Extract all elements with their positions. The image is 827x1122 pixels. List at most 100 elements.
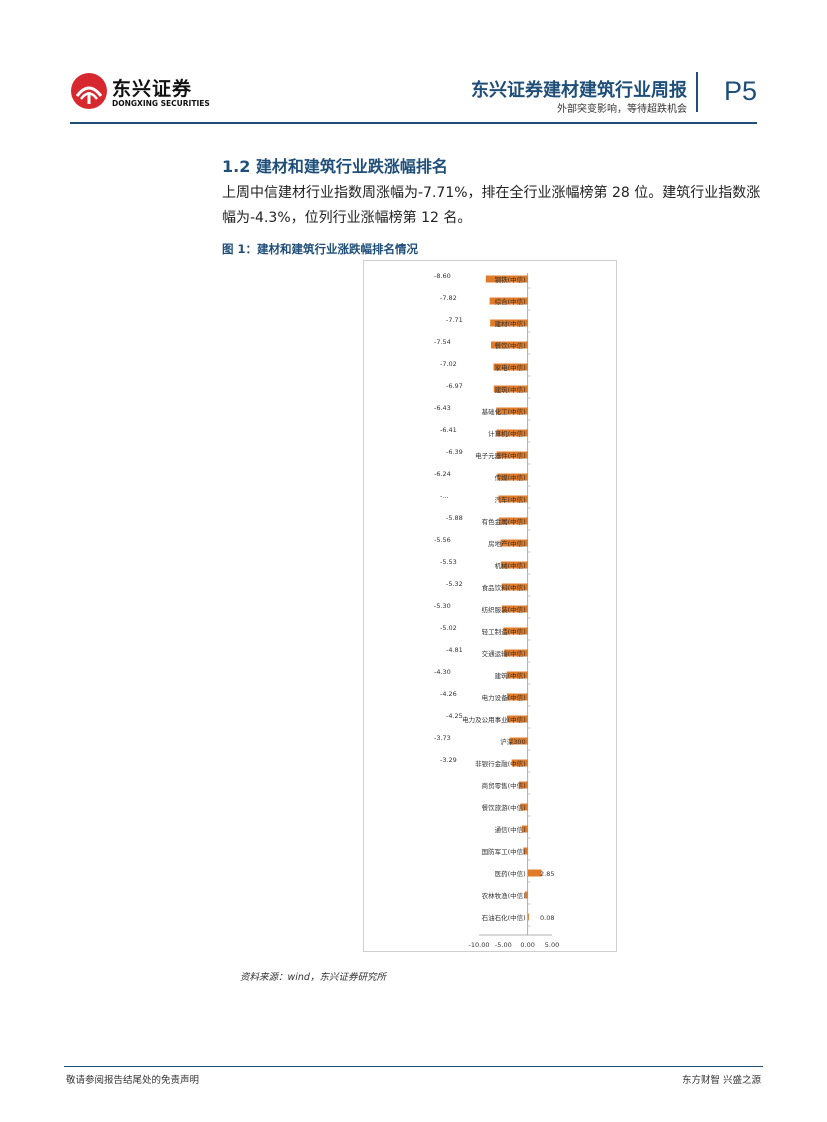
bar (518, 781, 528, 789)
data-label: -7.54 (434, 338, 451, 346)
bar (493, 363, 528, 371)
bar (489, 297, 528, 305)
category-label: 餐饮(中信) (495, 341, 526, 350)
category-label: 轻工制造(中信) (482, 627, 526, 636)
data-label: -5.53 (440, 558, 457, 566)
footer-slogan: 东方财智 兴盛之源 (681, 1075, 761, 1086)
x-tick-label: 5.00 (545, 941, 559, 949)
category-label: 非银行金融(中信) (475, 759, 526, 768)
bar (500, 539, 528, 547)
category-label: 建筑(中信) (495, 385, 526, 394)
data-label: -5.02 (440, 624, 457, 632)
bar (506, 671, 528, 679)
category-label: 电力设备(中信) (482, 693, 526, 702)
data-label: -... (440, 492, 449, 500)
footer-rule (64, 1066, 763, 1067)
category-label: 商贸零售(中信) (482, 781, 526, 790)
data-label: -3.73 (434, 734, 451, 742)
category-label: 石油石化(中信) (482, 913, 526, 922)
bar (490, 319, 528, 327)
data-label: -7.71 (446, 316, 463, 324)
data-label: -4.30 (434, 668, 451, 676)
category-label: 房地产(中信) (488, 539, 526, 548)
category-label: 医药(中信) (495, 869, 526, 878)
category-label: 有色金属(中信) (482, 517, 526, 526)
bar (524, 891, 528, 899)
bar (490, 341, 528, 349)
category-label: 国防军工(中信) (482, 847, 526, 856)
data-label: -4.25 (446, 712, 463, 720)
data-label: -4.81 (446, 646, 463, 654)
company-logo: 东兴证券 DONGXING SECURITIES (70, 70, 210, 114)
bar (498, 495, 528, 503)
bar (506, 715, 528, 723)
report-title: 东兴证券建材建筑行业周报 (471, 80, 687, 101)
category-label: 建筑(中信) (495, 671, 526, 680)
bar (527, 869, 542, 877)
report-subtitle: 外部突变影响，等待超跌机会 (557, 104, 687, 115)
page-number: P5 (724, 76, 758, 106)
bar (520, 803, 528, 811)
bar (497, 473, 528, 481)
dongxing-logo-icon (71, 73, 107, 109)
x-tick-label: -10.00 (469, 941, 490, 949)
bar (506, 693, 528, 701)
bar (521, 825, 528, 833)
category-label: 家电(中信) (495, 363, 526, 372)
category-label: 综合(中信) (495, 297, 526, 306)
bar (511, 759, 528, 767)
bar (500, 561, 528, 569)
category-label: 电力及公用事业(中信) (462, 715, 526, 724)
bar (527, 913, 529, 921)
data-label: -4.26 (440, 690, 457, 698)
logo-chinese-name: 东兴证券 (112, 78, 193, 100)
bar (496, 451, 528, 459)
bar (496, 429, 528, 437)
category-label: 计算机(中信) (488, 429, 526, 438)
category-label: 基础化工(中信) (482, 407, 526, 416)
bar (503, 627, 528, 635)
category-label: 纺织服装(中信) (482, 605, 526, 614)
category-label: 机械(中信) (495, 561, 526, 570)
bar (485, 275, 528, 283)
data-label: -5.88 (446, 514, 463, 522)
bar (504, 649, 528, 657)
category-label: 餐饮旅游(中信) (482, 803, 526, 812)
category-label: 通信(中信) (495, 825, 526, 834)
figure-source: 资料来源：wind，东兴证券研究所 (240, 972, 386, 983)
logo-english-name: DONGXING SECURITIES (112, 99, 210, 108)
category-label: 钢铁(中信) (495, 275, 526, 284)
section-paragraph: 上周中信建材行业指数周涨幅为-7.71%，排在全行业涨幅榜第 28 位。建筑行业… (222, 185, 761, 226)
x-tick-label: -5.00 (495, 941, 512, 949)
data-label: 2.85 (540, 870, 554, 878)
bar (501, 605, 528, 613)
category-label: 汽车(中信) (495, 495, 526, 504)
category-label: 建材(中信) (495, 319, 526, 328)
data-label: -5.32 (446, 580, 463, 588)
header-rule (70, 122, 757, 124)
data-label: -6.43 (434, 404, 451, 412)
data-label: -7.02 (440, 360, 457, 368)
bar (496, 407, 528, 415)
data-label: -6.24 (434, 470, 451, 478)
data-label: -6.97 (446, 382, 463, 390)
industry-ranking-chart: 钢铁(中信) -8.60 综合(中信) -7.82 建材(中信) -7.71 餐饮(中信) -… (363, 260, 617, 952)
category-label: 电子元器件(中信) (475, 451, 526, 460)
data-label: -8.60 (434, 272, 451, 280)
bar (499, 517, 528, 525)
data-label: -6.41 (440, 426, 457, 434)
data-label: 0.08 (540, 914, 554, 922)
category-label: 农林牧渔(中信) (482, 891, 526, 900)
data-label: -5.56 (434, 536, 451, 544)
category-label: 传媒(中信) (495, 473, 526, 482)
x-tick-label: 0.00 (520, 941, 534, 949)
data-label: -6.39 (446, 448, 463, 456)
bar (509, 737, 528, 745)
data-label: -3.29 (440, 756, 457, 764)
figure-title: 图 1：建材和建筑行业涨跌幅排名情况 (222, 242, 419, 256)
header-divider (696, 72, 698, 112)
data-label: -7.82 (440, 294, 457, 302)
bar (501, 583, 528, 591)
category-label: 沪深300 (500, 737, 525, 746)
footer-disclaimer: 敬请参阅报告结尾处的免责声明 (66, 1075, 200, 1086)
